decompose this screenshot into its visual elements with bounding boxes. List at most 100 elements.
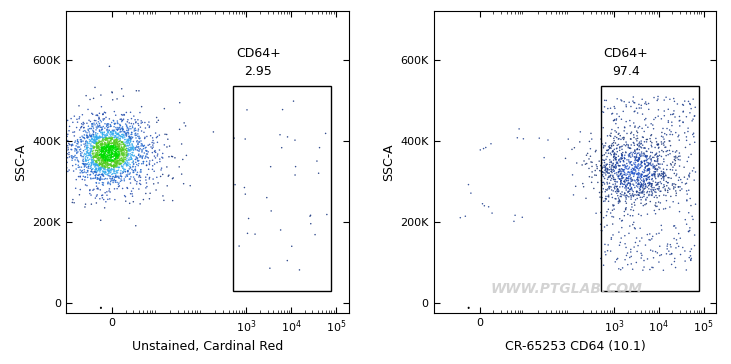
Point (666, 251, 678, 257)
Point (600, 194, 612, 199)
Point (155, 174, 167, 179)
Point (616, 152, 628, 158)
Point (98, 142, 110, 148)
Point (99, 169, 111, 175)
Point (99, 150, 111, 156)
Point (121, 129, 133, 135)
Point (614, 184, 626, 190)
Point (92, 151, 104, 157)
Point (607, 182, 619, 187)
Point (616, 152, 628, 158)
Point (61, 131, 72, 137)
Point (105, 123, 116, 129)
Point (653, 142, 664, 148)
Point (96, 138, 107, 144)
Point (635, 194, 646, 200)
Point (95, 164, 107, 170)
Point (111, 135, 123, 141)
Point (113, 144, 124, 150)
Point (114, 137, 126, 143)
Point (115, 174, 127, 179)
Point (289, 164, 301, 170)
Point (94, 135, 105, 141)
Point (589, 172, 601, 178)
Point (636, 159, 648, 165)
Point (100, 153, 112, 159)
Point (117, 141, 129, 147)
Point (649, 172, 661, 178)
Point (124, 176, 135, 182)
Point (106, 163, 118, 169)
Point (96, 155, 108, 161)
Point (627, 139, 639, 145)
Point (63, 141, 75, 146)
Point (111, 146, 123, 152)
Point (105, 154, 117, 159)
Point (688, 130, 700, 136)
Point (629, 162, 640, 167)
Point (632, 178, 643, 184)
Point (97, 148, 109, 154)
Point (114, 116, 126, 122)
Point (638, 186, 650, 191)
Point (123, 137, 135, 143)
Point (681, 138, 692, 143)
Point (118, 162, 129, 168)
Point (137, 119, 148, 125)
Point (77, 135, 89, 141)
Point (85, 152, 96, 158)
Point (607, 157, 619, 163)
Point (135, 174, 146, 180)
Point (77, 122, 89, 128)
Point (615, 178, 626, 183)
Point (618, 134, 629, 140)
Point (95, 151, 107, 157)
Point (628, 219, 640, 225)
Point (107, 163, 119, 169)
Point (105, 143, 116, 149)
Point (82, 168, 94, 174)
Point (94, 135, 106, 141)
Point (105, 144, 116, 150)
Point (633, 162, 645, 168)
Point (117, 159, 129, 165)
Point (112, 144, 124, 150)
Point (90, 174, 102, 180)
Point (596, 228, 607, 234)
Point (116, 132, 128, 138)
Point (174, 126, 186, 132)
Point (84, 187, 96, 193)
Point (88, 138, 100, 144)
Point (58, 135, 69, 141)
Point (115, 116, 127, 122)
Point (656, 141, 667, 147)
Point (602, 148, 614, 154)
Point (114, 158, 126, 164)
Point (645, 133, 656, 139)
Point (90, 171, 102, 177)
Point (80, 132, 92, 138)
Point (106, 147, 118, 153)
Point (92, 140, 104, 146)
Point (81, 135, 93, 141)
Point (109, 139, 121, 145)
Point (99, 167, 110, 173)
Point (98, 159, 110, 165)
Point (97, 162, 109, 168)
Point (118, 168, 130, 174)
Point (162, 136, 174, 142)
Point (654, 243, 666, 249)
Point (103, 153, 115, 158)
Point (602, 147, 614, 153)
Point (109, 138, 121, 144)
Point (609, 128, 621, 134)
Point (125, 153, 137, 159)
Point (661, 251, 673, 257)
Point (644, 161, 656, 166)
Point (689, 169, 701, 175)
Point (124, 145, 135, 150)
Point (586, 163, 598, 169)
Point (110, 160, 122, 166)
Point (659, 183, 670, 189)
Point (628, 166, 640, 171)
